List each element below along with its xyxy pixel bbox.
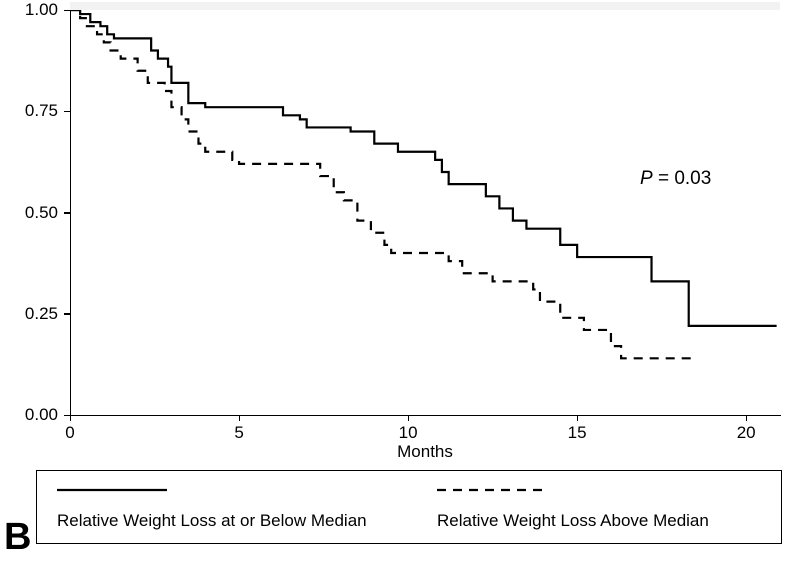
xtick-mark [408,415,410,421]
p-value-letter: P [640,168,653,189]
chart-container: 0.00 0.25 0.50 0.75 1.00 0 5 10 15 20 Months P =… [0,0,800,563]
legend-dashed-label: Relative Weight Loss Above Median [437,511,709,531]
p-value-text: P = 0.03 [640,168,711,190]
xtick-label: 15 [568,423,587,443]
ytick-label: 0.75 [0,101,58,121]
xtick-mark [239,415,241,421]
xtick-label: 10 [399,423,418,443]
ytick-label: 0.00 [0,405,58,425]
xtick-label: 20 [737,423,756,443]
ytick-label: 1.00 [0,0,58,20]
xtick-mark [70,415,72,421]
xtick-label: 0 [65,423,74,443]
legend-dashed-swatch [437,485,547,495]
legend-box: Relative Weight Loss at or Below Median … [36,470,782,544]
legend-solid-swatch [57,485,167,495]
km-curves-svg [70,10,780,415]
xtick-mark [746,415,748,421]
dashed-series-line [70,10,695,358]
xtick-label: 5 [234,423,243,443]
ytick-label: 0.25 [0,304,58,324]
xtick-mark [577,415,579,421]
ytick-label: 0.50 [0,203,58,223]
x-axis-label: Months [397,442,453,462]
legend-solid-label: Relative Weight Loss at or Below Median [57,511,367,531]
panel-letter: B [4,516,31,559]
p-value-number: = 0.03 [653,168,712,189]
